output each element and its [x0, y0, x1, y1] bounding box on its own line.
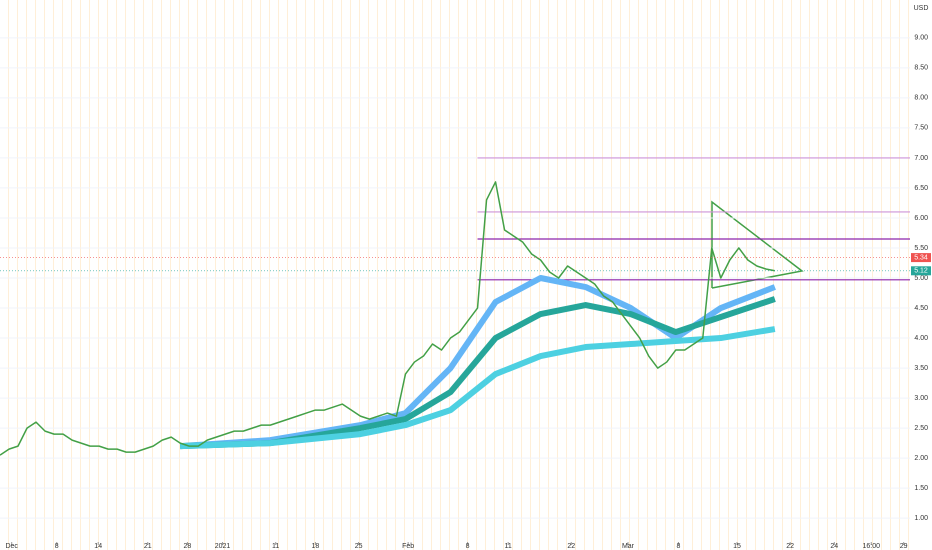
price-tag — [911, 253, 931, 263]
y-tick-label: 7.00 — [914, 155, 928, 162]
y-tick-label: 2.50 — [914, 425, 928, 432]
x-tick-label: 21 — [144, 543, 152, 550]
x-tick-label: 11 — [272, 543, 279, 550]
y-tick-label: 4.50 — [914, 305, 928, 312]
y-tick-label: 8.50 — [914, 65, 928, 72]
price-tag-label: 5.12 — [914, 268, 928, 275]
y-tick-label: 5.50 — [914, 245, 928, 252]
y-tick-label: 5.00 — [914, 275, 928, 282]
y-tick-label: 4.00 — [914, 335, 928, 342]
x-tick-label: Mar — [622, 543, 635, 550]
price-tag — [911, 266, 931, 276]
x-tick-label: 22 — [567, 543, 575, 550]
x-tick-label: 29 — [900, 543, 908, 550]
y-tick-label: 7.50 — [914, 125, 928, 132]
x-tick-label: 8 — [466, 543, 470, 550]
x-tick-label: 28 — [184, 543, 192, 550]
price-line — [0, 181, 775, 456]
x-tick-label: 8 — [676, 543, 680, 550]
y-tick-label: 3.00 — [914, 395, 928, 402]
y-tick-label: 1.50 — [914, 485, 928, 492]
moving-average — [180, 296, 776, 450]
x-tick-label: Dec — [5, 543, 18, 550]
triangle-drawing — [711, 200, 804, 289]
y-tick-label: 8.00 — [914, 95, 928, 102]
y-tick-label: 2.00 — [914, 455, 928, 462]
moving-average — [180, 326, 776, 450]
y-tick-label: 1.00 — [914, 515, 928, 522]
y-tick-label: 3.50 — [914, 365, 928, 372]
y-tick-label: 6.50 — [914, 185, 928, 192]
currency-label: USD — [914, 5, 929, 12]
price-tag-label: 5.34 — [914, 254, 928, 261]
y-tick-label: 9.00 — [914, 35, 928, 42]
x-tick-label: 14 — [94, 543, 102, 550]
x-tick-label: 24 — [830, 543, 838, 550]
x-tick-label: 16:00 — [862, 543, 880, 550]
x-tick-label: 22 — [786, 543, 794, 550]
x-tick-label: 18 — [311, 543, 319, 550]
x-tick-label: 2021 — [215, 543, 231, 550]
x-tick-label: 8 — [55, 543, 59, 550]
x-tick-label: 11 — [505, 543, 512, 550]
x-tick-label: Feb — [402, 543, 414, 550]
y-tick-label: 6.00 — [914, 215, 928, 222]
x-tick-label: 15 — [733, 543, 741, 550]
x-tick-label: 25 — [355, 543, 363, 550]
